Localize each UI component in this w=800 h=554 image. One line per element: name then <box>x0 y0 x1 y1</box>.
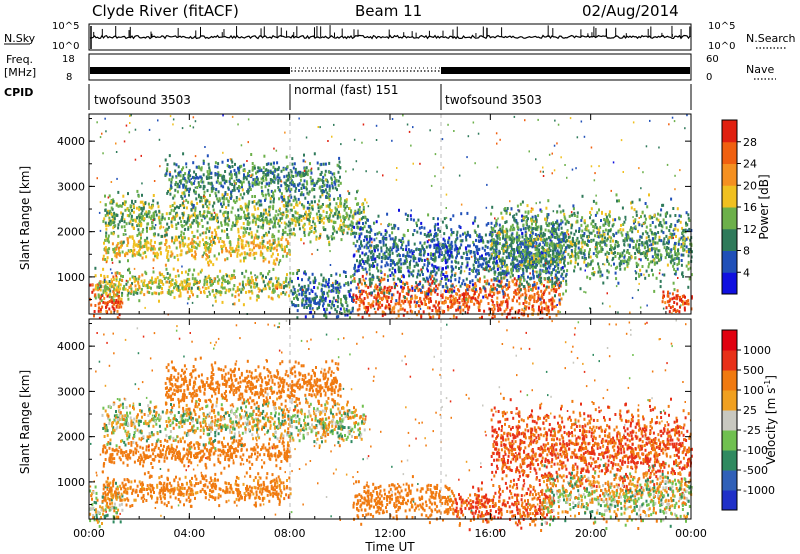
nsearch-tick-low: 10^0 <box>708 41 735 52</box>
cpid-mode-2: normal (fast) 151 <box>294 83 398 97</box>
velocity-y-axis: 1000 2000 3000 4000 <box>57 323 691 506</box>
colorbar-tick-label: -100 <box>743 444 768 457</box>
colorbar-tick-label: 4 <box>743 266 750 279</box>
y-tick-label: 1000 <box>57 476 85 489</box>
colorbar-cell <box>722 390 737 411</box>
colorbar-cell <box>722 430 737 451</box>
station-title: Clyde River (fitACF) <box>92 2 239 20</box>
cpid-panel: CPID twofsound 3503 normal (fast) 151 tw… <box>4 83 692 110</box>
cpid-mode-3: twofsound 3503 <box>445 93 542 107</box>
colorbar-cell <box>722 207 737 230</box>
colorbar-cell <box>722 228 737 251</box>
nsky-tick-high: 10^5 <box>52 21 79 32</box>
nsky-trace <box>89 25 691 49</box>
colorbar-tick-label: 24 <box>743 158 757 171</box>
colorbar-tick-label: -500 <box>743 464 768 477</box>
y-tick-label: 4000 <box>57 135 85 148</box>
x-tick-label: 04:00 <box>173 527 205 540</box>
nsearch-label: N.Search <box>746 32 796 45</box>
colorbar-tick-label: 28 <box>743 136 757 149</box>
x-tick-label: 08:00 <box>274 527 306 540</box>
colorbar-tick-label: 1000 <box>743 344 771 357</box>
colorbar-cell <box>722 141 737 164</box>
colorbar-cell <box>722 185 737 208</box>
colorbar-cell <box>722 250 737 273</box>
colorbar-tick-label: 100 <box>743 384 764 397</box>
x-tick-label: 00:00 <box>73 527 105 540</box>
colorbar-cell <box>722 350 737 371</box>
colorbar-tick-label: 12 <box>743 223 757 236</box>
nave-label: Nave <box>746 63 774 76</box>
date-title: 02/Aug/2014 <box>582 2 679 20</box>
x-tick-label: 00:00 <box>675 527 707 540</box>
power-colorbar: 4 8 12 16 20 24 28 Power [dB] <box>721 119 771 295</box>
colorbar-cell <box>722 490 737 511</box>
colorbar-tick-label: 25 <box>743 404 757 417</box>
nave-tick-low: 0 <box>706 72 712 83</box>
velocity-data <box>89 319 693 532</box>
y-tick-label: 3000 <box>57 180 85 193</box>
colorbar-tick-label: -1000 <box>743 484 775 497</box>
power-y-axis: 1000 2000 3000 4000 <box>57 118 691 301</box>
colorbar-cell <box>722 410 737 431</box>
colorbar-tick-label: 20 <box>743 179 757 192</box>
colorbar-cell <box>722 470 737 491</box>
colorbar-tick-label: 500 <box>743 364 764 377</box>
y-tick-label: 2000 <box>57 226 85 239</box>
y-tick-label: 2000 <box>57 431 85 444</box>
colorbar-cell <box>722 450 737 471</box>
colorbar-tick-label: -25 <box>743 424 761 437</box>
freq-trace <box>90 67 690 74</box>
colorbar-tick-label: 16 <box>743 201 757 214</box>
power-panel: 1000 2000 3000 4000 Slant Range [km] <box>18 113 693 328</box>
freq-tick-low: 8 <box>66 72 72 83</box>
velocity-ylabel: Slant Range [km] <box>18 370 32 474</box>
x-tick-label: 20:00 <box>575 527 607 540</box>
cpid-mode-1: twofsound 3503 <box>94 93 191 107</box>
nave-tick-high: 60 <box>706 54 719 65</box>
cpid-label: CPID <box>4 86 33 99</box>
x-axis: 00:00 04:00 08:00 12:00 16:00 20:00 00:00 <box>73 114 707 540</box>
freq-unit: [MHz] <box>4 66 36 79</box>
velocity-colorbar: 1000 500 100 25 -25 -100 -500 -1000 Velocity [m… <box>721 329 778 511</box>
x-tick-label: 12:00 <box>374 527 406 540</box>
velocity-panel: 1000 2000 3000 4000 Slant Range [km] <box>18 318 693 532</box>
power-ylabel: Slant Range [km] <box>18 166 32 270</box>
nsky-panel: N.Sky 10^5 10^0 10^5 10^0 N.Search <box>4 21 796 52</box>
x-tick-label: 16:00 <box>474 527 506 540</box>
beam-title: Beam 11 <box>355 2 422 20</box>
freq-tick-high: 18 <box>62 54 75 65</box>
y-tick-label: 4000 <box>57 340 85 353</box>
velocity-colorbar-label: Velocity [m s-1] <box>763 375 778 465</box>
x-axis-label: Time UT <box>364 540 415 554</box>
freq-panel: Freq. [MHz] 18 8 60 0 Nave <box>4 53 776 83</box>
colorbar-cell <box>722 272 737 295</box>
colorbar-cell <box>722 120 737 143</box>
colorbar-cell <box>722 370 737 391</box>
nsearch-tick-high: 10^5 <box>708 21 735 32</box>
power-colorbar-label: Power [dB] <box>757 174 771 239</box>
y-tick-label: 3000 <box>57 385 85 398</box>
nsky-label: N.Sky <box>4 32 36 45</box>
y-tick-label: 1000 <box>57 271 85 284</box>
colorbar-tick-label: 8 <box>743 245 750 258</box>
colorbar-cell <box>722 163 737 186</box>
nsky-tick-low: 10^0 <box>52 41 79 52</box>
freq-label: Freq. <box>6 53 33 66</box>
colorbar-cell <box>722 330 737 351</box>
power-data <box>89 114 693 328</box>
